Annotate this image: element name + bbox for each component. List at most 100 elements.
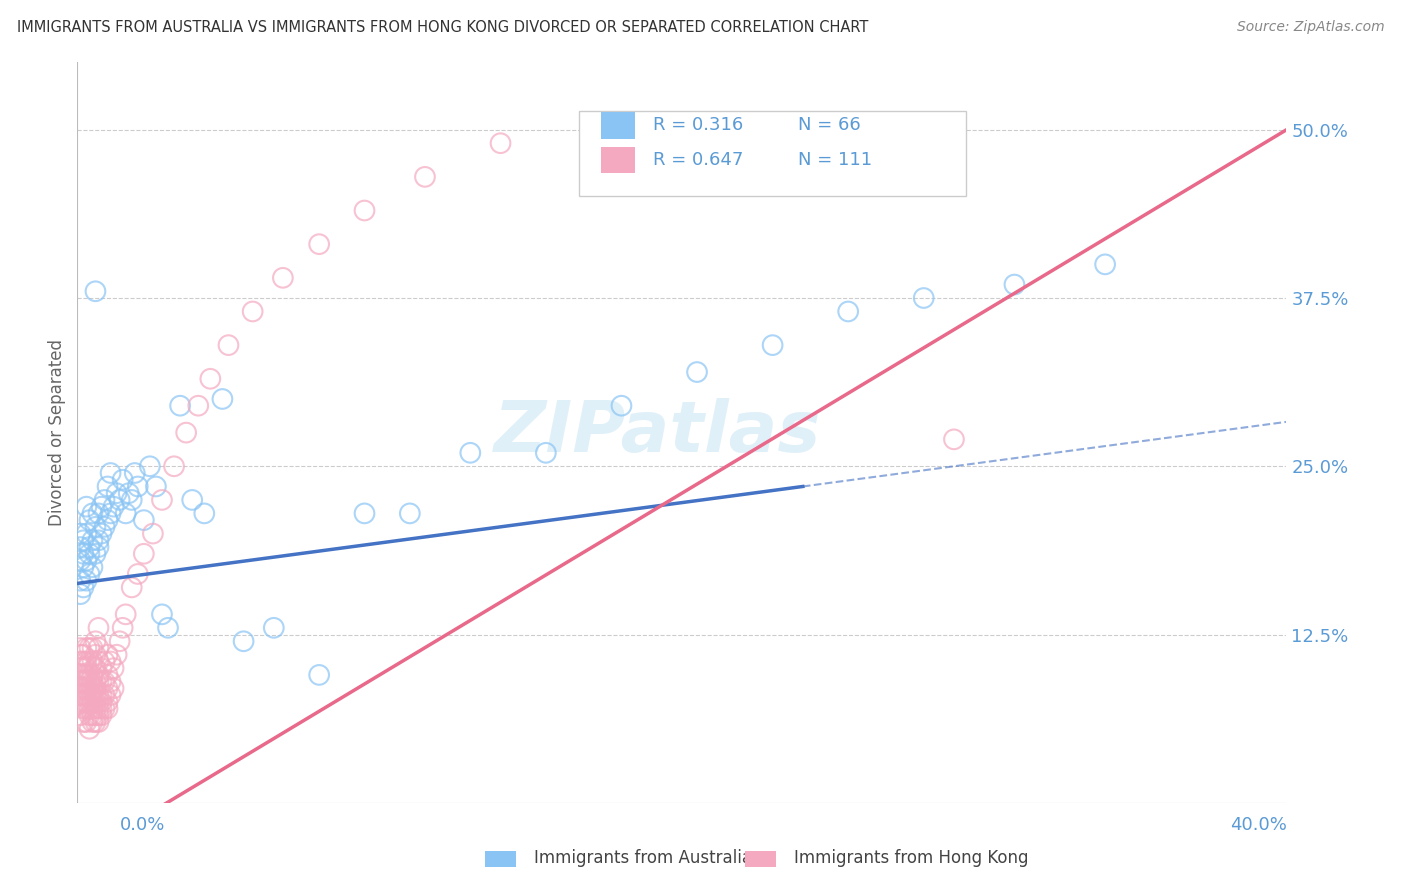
Point bbox=[69, 688, 91, 702]
Point bbox=[72, 701, 94, 715]
Text: Immigrants from Australia: Immigrants from Australia bbox=[534, 849, 752, 867]
Y-axis label: Divorced or Separated: Divorced or Separated bbox=[48, 339, 66, 526]
Point bbox=[84, 688, 107, 702]
Point bbox=[82, 560, 104, 574]
Point bbox=[82, 681, 104, 696]
Bar bbox=[600, 112, 634, 138]
Point bbox=[72, 681, 94, 696]
Point bbox=[90, 695, 112, 709]
Point bbox=[353, 507, 375, 521]
Text: R = 0.647: R = 0.647 bbox=[652, 151, 744, 169]
Point bbox=[93, 655, 115, 669]
Point bbox=[87, 655, 110, 669]
Point bbox=[145, 479, 167, 493]
Point bbox=[87, 507, 110, 521]
Point bbox=[87, 714, 110, 729]
Point bbox=[69, 648, 91, 662]
Point bbox=[90, 688, 112, 702]
Point bbox=[100, 507, 122, 521]
Point bbox=[87, 668, 110, 682]
Point bbox=[127, 566, 149, 581]
Point bbox=[84, 714, 107, 729]
Point bbox=[90, 500, 112, 514]
Point bbox=[84, 661, 107, 675]
Point bbox=[69, 674, 91, 689]
Point bbox=[72, 668, 94, 682]
Point bbox=[75, 674, 97, 689]
Point bbox=[72, 674, 94, 689]
Point bbox=[200, 372, 222, 386]
Point bbox=[79, 513, 101, 527]
Point bbox=[87, 708, 110, 723]
Text: Immigrants from Hong Kong: Immigrants from Hong Kong bbox=[794, 849, 1029, 867]
Point bbox=[75, 500, 97, 514]
Point bbox=[169, 399, 191, 413]
Point bbox=[142, 526, 165, 541]
Point bbox=[139, 459, 162, 474]
Point bbox=[75, 574, 97, 588]
Point bbox=[84, 708, 107, 723]
Point bbox=[127, 479, 149, 493]
Point bbox=[69, 640, 91, 655]
Point bbox=[69, 553, 91, 567]
Point bbox=[75, 553, 97, 567]
Point bbox=[67, 695, 90, 709]
Point bbox=[84, 520, 107, 534]
Point bbox=[72, 560, 94, 574]
Text: IMMIGRANTS FROM AUSTRALIA VS IMMIGRANTS FROM HONG KONG DIVORCED OR SEPARATED COR: IMMIGRANTS FROM AUSTRALIA VS IMMIGRANTS … bbox=[17, 20, 869, 35]
Point bbox=[82, 695, 104, 709]
Point bbox=[90, 674, 112, 689]
Point bbox=[762, 338, 785, 352]
Point bbox=[82, 533, 104, 548]
Point bbox=[308, 237, 330, 252]
Point bbox=[100, 674, 122, 689]
Point bbox=[69, 668, 91, 682]
Point bbox=[82, 640, 104, 655]
Point bbox=[187, 399, 209, 413]
Point bbox=[79, 701, 101, 715]
Point bbox=[218, 338, 240, 352]
Point bbox=[100, 466, 122, 480]
Text: ZIPatlas: ZIPatlas bbox=[494, 398, 821, 467]
Point bbox=[103, 681, 125, 696]
Point bbox=[111, 621, 134, 635]
Point bbox=[75, 701, 97, 715]
Point bbox=[75, 640, 97, 655]
Point bbox=[308, 668, 330, 682]
Point bbox=[105, 648, 128, 662]
Point bbox=[75, 714, 97, 729]
Point bbox=[82, 708, 104, 723]
Point bbox=[1094, 257, 1116, 271]
Point bbox=[79, 674, 101, 689]
Point bbox=[82, 688, 104, 702]
Text: N = 111: N = 111 bbox=[799, 151, 872, 169]
Point bbox=[100, 688, 122, 702]
Text: R = 0.316: R = 0.316 bbox=[652, 116, 744, 135]
Point bbox=[942, 433, 965, 447]
Point bbox=[79, 547, 101, 561]
Bar bbox=[600, 146, 634, 173]
Point bbox=[69, 661, 91, 675]
Point bbox=[75, 688, 97, 702]
Point bbox=[87, 695, 110, 709]
Point bbox=[72, 655, 94, 669]
Point bbox=[84, 681, 107, 696]
Point bbox=[150, 492, 173, 507]
Point bbox=[69, 708, 91, 723]
Point bbox=[413, 169, 436, 184]
Point bbox=[271, 270, 294, 285]
Point bbox=[82, 507, 104, 521]
Point bbox=[72, 661, 94, 675]
Point bbox=[87, 674, 110, 689]
Point bbox=[72, 695, 94, 709]
Point bbox=[75, 661, 97, 675]
Point bbox=[79, 688, 101, 702]
Point bbox=[96, 648, 118, 662]
Point bbox=[121, 492, 143, 507]
FancyBboxPatch shape bbox=[579, 111, 966, 195]
Point bbox=[211, 392, 233, 406]
Point bbox=[82, 655, 104, 669]
Point bbox=[84, 634, 107, 648]
Point bbox=[96, 695, 118, 709]
Point bbox=[75, 655, 97, 669]
